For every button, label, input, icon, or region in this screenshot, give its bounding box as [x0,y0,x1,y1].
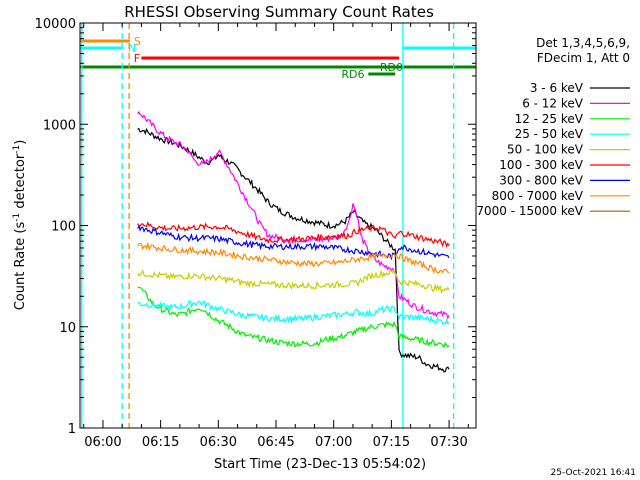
y-axis-label: Count Rate (s-1 detector-1) [12,140,28,311]
legend-label-3-6-kev: 3 - 6 keV [530,81,584,95]
series-line-6-12-kev [137,110,450,320]
x-tick-label: 07:00 [315,435,352,450]
time-markers [81,23,455,428]
series-lines [137,110,450,373]
flag-label-s: S [134,35,141,48]
series-line-25-50-kev [137,299,450,326]
legend-header-line-2: FDecim 1, Att 0 [537,51,630,65]
x-tick-label: 06:45 [257,435,294,450]
series-line-12-25-kev [137,286,450,349]
x-axis: 06:00 06:15 06:30 06:45 07:00 07:15 07:30 [83,23,469,450]
y-tick-label: 1 [68,422,76,437]
legend-label-800-7000-kev: 800 - 7000 keV [492,189,584,203]
chart-title: RHESSI Observing Summary Count Rates [124,3,434,21]
date-stamp: 25-Oct-2021 16:41 [551,468,636,478]
series-line-100-300-kev [137,221,450,249]
x-tick-label: 06:30 [200,435,237,450]
y-tick-label: 1000 [43,118,76,133]
series-line-800-7000-kev [137,241,450,275]
y-tick-label: 100 [51,220,76,235]
y-tick-label: 10000 [35,17,76,32]
flag-label-n: N [128,42,136,55]
x-axis-label: Start Time (23-Dec-13 05:54:02) [214,457,426,472]
flag-label-rd0: RD0 [380,61,403,74]
y-axis: 1 10 100 1000 10000 [35,17,476,437]
y-tick-label: 10 [59,321,76,336]
legend-label-50-100-kev: 50 - 100 keV [507,143,584,157]
legend-header-line-1: Det 1,3,4,5,6,9, [536,36,630,50]
flag-bars: SNF RD0 RD6 [80,35,476,81]
series-line-50-100-kev [137,268,450,294]
legend-label-6-12-kev: 6 - 12 keV [522,96,584,110]
flag-label-rd6: RD6 [341,68,364,81]
x-tick-label: 06:00 [84,435,121,450]
series-line-300-800-kev [137,224,450,261]
x-tick-label: 07:15 [373,435,410,450]
flag-label-f: F [134,52,140,65]
x-tick-label: 07:30 [430,435,467,450]
legend-label-100-300-kev: 100 - 300 keV [499,158,583,172]
legend-label-7000-15000-kev: 7000 - 15000 keV [476,204,583,218]
legend-label-25-50-kev: 25 - 50 keV [515,127,584,141]
x-tick-label: 06:15 [142,435,179,450]
legend-label-300-800-kev: 300 - 800 keV [499,173,583,187]
legend-label-12-25-kev: 12 - 25 keV [515,112,584,126]
